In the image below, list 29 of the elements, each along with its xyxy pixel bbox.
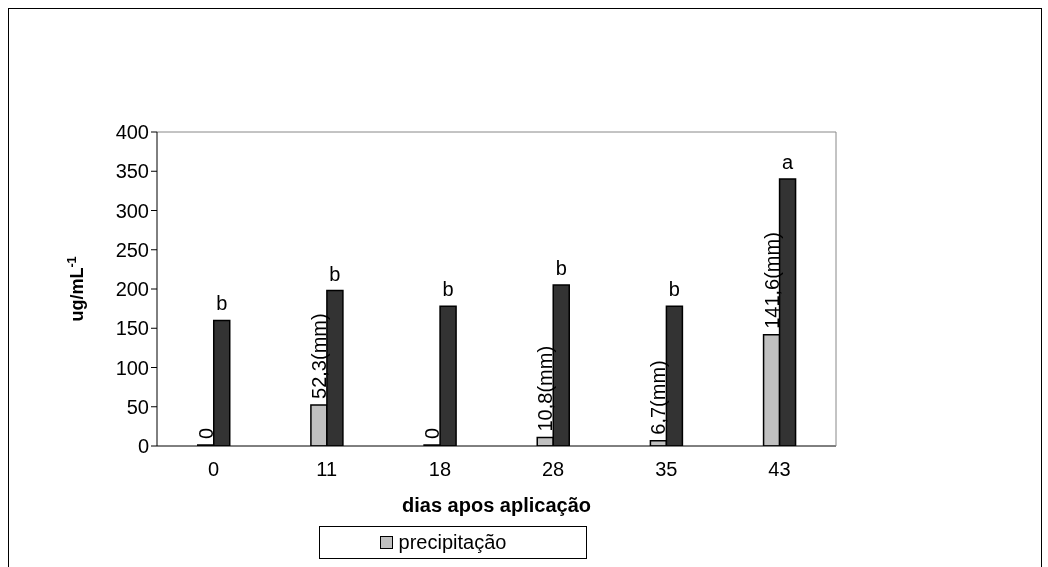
data-label: 52,3(mm) [307, 313, 330, 399]
data-label: b [442, 278, 454, 301]
y-tick-label: 100 [115, 356, 149, 379]
x-tick-label: 35 [655, 458, 678, 481]
y-tick-label: 200 [115, 278, 149, 301]
y-tick-label: 150 [115, 317, 149, 340]
legend-label: precipitação [398, 531, 507, 554]
data-label: 6,7(mm) [647, 360, 670, 435]
x-tick-label: 43 [768, 458, 791, 481]
y-tick-label: 50 [126, 395, 149, 418]
data-label: 0 [194, 427, 217, 439]
y-tick-label: 250 [115, 238, 149, 261]
y-tick-label: 0 [137, 435, 149, 458]
y-tick-label: 400 [115, 121, 149, 144]
x-tick-label: 0 [208, 458, 220, 481]
data-label: b [668, 278, 680, 301]
data-label: 0 [421, 427, 444, 439]
data-label: b [555, 257, 567, 280]
data-label: 10,8(mm) [534, 345, 557, 432]
y-tick-label: 300 [115, 199, 149, 222]
data-label: b [329, 262, 341, 285]
data-label: a [782, 151, 795, 174]
y-tick-label: 350 [115, 160, 149, 183]
data-label: b [216, 292, 228, 315]
x-tick-label: 11 [316, 458, 338, 481]
x-tick-label: 28 [541, 458, 565, 481]
x-tick-label: 18 [428, 458, 452, 481]
data-label: 141,6(mm) [760, 232, 783, 329]
x-axis-title: dias apos aplicação [402, 494, 591, 516]
